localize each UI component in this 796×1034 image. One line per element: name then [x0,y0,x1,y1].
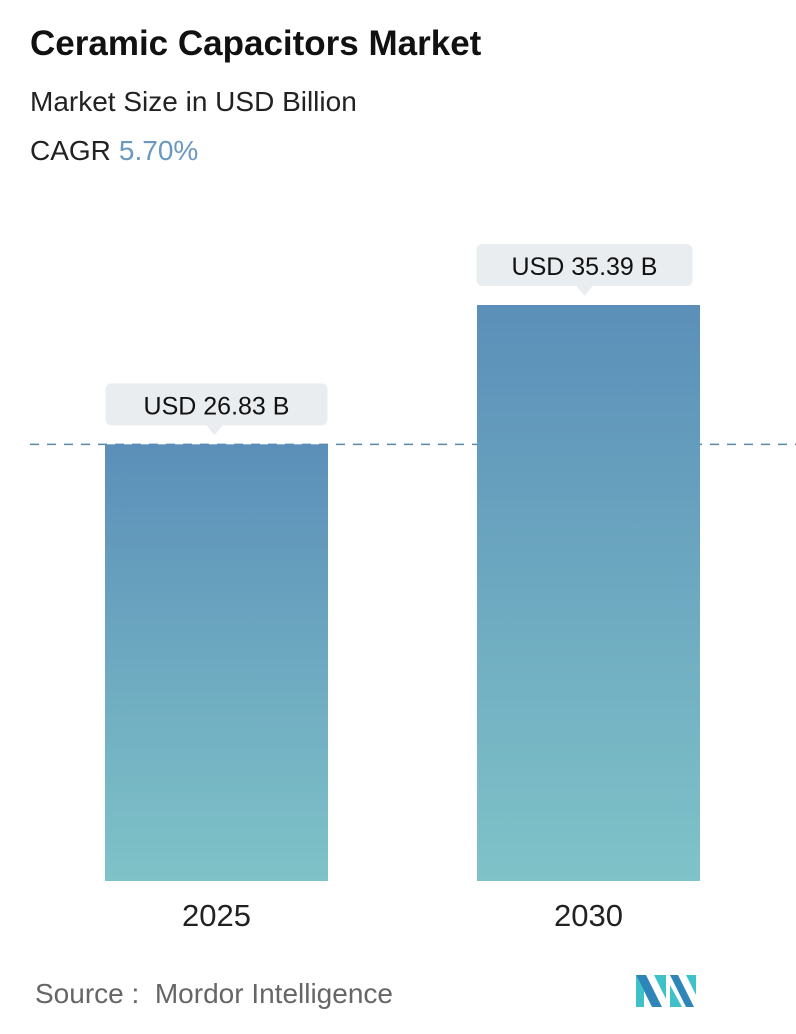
bar-2030 [477,305,700,881]
data-label: USD 35.39 B [512,253,658,281]
mordor-intelligence-logo [636,975,696,1007]
bar-2025 [105,444,328,881]
x-tick-label: 2030 [554,898,623,933]
chart-title: Ceramic Capacitors Market [30,24,482,63]
data-label-box [105,383,328,426]
chart-subtitle: Market Size in USD Billion [30,86,357,117]
x-tick-label: 2025 [182,898,251,933]
data-label: USD 26.83 B [144,392,290,420]
cagr: CAGR 5.70% [30,135,198,167]
bar-chart: USD 26.83 B 2025 USD 35.39 B 2030 [30,244,796,933]
source-name: Mordor Intelligence [154,978,393,1009]
source: Source : Mordor Intelligence [35,978,393,1010]
data-label-pointer [576,286,593,296]
data-label-box [476,244,693,286]
cagr-label: CAGR [30,135,111,166]
data-label-pointer [206,425,223,436]
cagr-value: 5.70% [118,135,199,166]
source-label: Source : [35,978,140,1009]
